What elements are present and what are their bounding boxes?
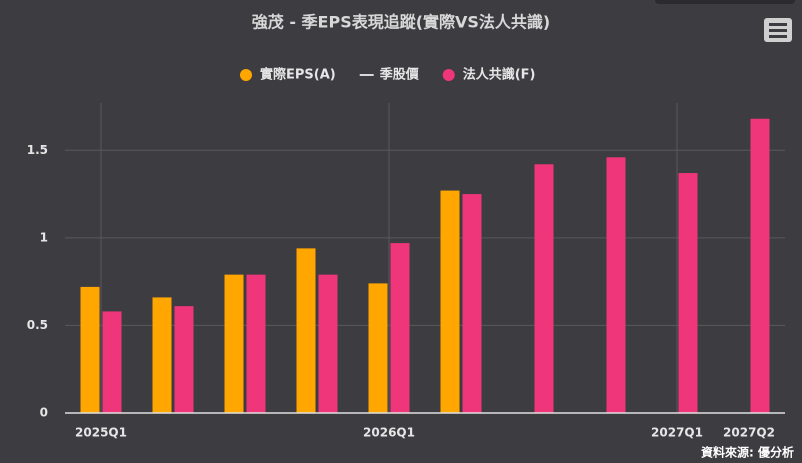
bar (80, 286, 100, 413)
y-tick-label: 0.5 (27, 318, 48, 332)
bar (462, 194, 482, 413)
bar (246, 274, 266, 413)
legend-symbol (442, 69, 455, 81)
y-tick-label: 0 (40, 406, 48, 420)
x-tick-label: 2026Q1 (363, 426, 415, 440)
x-tick-label: 2027Q2 (723, 426, 775, 440)
legend-symbol (240, 69, 252, 81)
legend-label: 實際EPS(A) (260, 67, 336, 83)
bar (678, 173, 698, 413)
bar (440, 190, 460, 413)
menu-bar (769, 29, 787, 32)
bar (606, 157, 626, 413)
bar (390, 243, 410, 413)
bar (750, 118, 770, 414)
bar (368, 283, 388, 413)
y-tick-label: 1.5 (27, 143, 48, 157)
menu-bar (769, 23, 787, 26)
menu-bar (769, 35, 787, 38)
bar (102, 311, 122, 413)
x-tick-label: 2025Q1 (75, 426, 127, 440)
y-tick-label: 1 (40, 230, 48, 244)
source: 資料來源: 優分析 (701, 445, 794, 460)
bar (224, 274, 244, 413)
menu-button[interactable] (764, 18, 792, 42)
legend-label: 法人共識(F) (463, 67, 536, 83)
x-tick-label: 2027Q1 (651, 426, 703, 440)
bar (152, 297, 172, 413)
chart-title: 強茂 - 季EPS表現追蹤(實際VS法人共識) (252, 13, 551, 32)
bar (296, 248, 316, 413)
legend-label: 季股價 (379, 67, 420, 83)
bar (318, 274, 338, 413)
toolbar-tabs[interactable] (655, 0, 795, 4)
bar (534, 164, 554, 413)
bar (174, 306, 194, 413)
